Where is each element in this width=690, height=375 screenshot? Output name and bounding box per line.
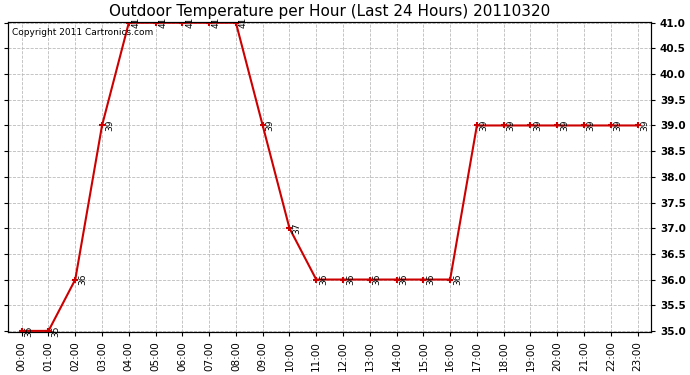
Text: 39: 39 [480,120,489,131]
Text: 35: 35 [25,325,34,337]
Text: 39: 39 [105,120,114,131]
Text: 39: 39 [613,120,622,131]
Text: 37: 37 [293,222,302,234]
Text: 36: 36 [426,274,435,285]
Text: Copyright 2011 Cartronics.com: Copyright 2011 Cartronics.com [12,28,152,37]
Text: 39: 39 [533,120,542,131]
Text: 41: 41 [159,17,168,28]
Text: 39: 39 [586,120,595,131]
Text: 41: 41 [212,17,221,28]
Text: 39: 39 [506,120,515,131]
Text: 35: 35 [51,325,60,337]
Text: 39: 39 [560,120,569,131]
Text: 41: 41 [239,17,248,28]
Text: 36: 36 [373,274,382,285]
Text: 39: 39 [266,120,275,131]
Title: Outdoor Temperature per Hour (Last 24 Hours) 20110320: Outdoor Temperature per Hour (Last 24 Ho… [109,4,550,19]
Text: 36: 36 [346,274,355,285]
Text: 36: 36 [319,274,328,285]
Text: 36: 36 [400,274,408,285]
Text: 41: 41 [132,17,141,28]
Text: 39: 39 [640,120,649,131]
Text: 36: 36 [78,274,87,285]
Text: 41: 41 [185,17,194,28]
Text: 36: 36 [453,274,462,285]
